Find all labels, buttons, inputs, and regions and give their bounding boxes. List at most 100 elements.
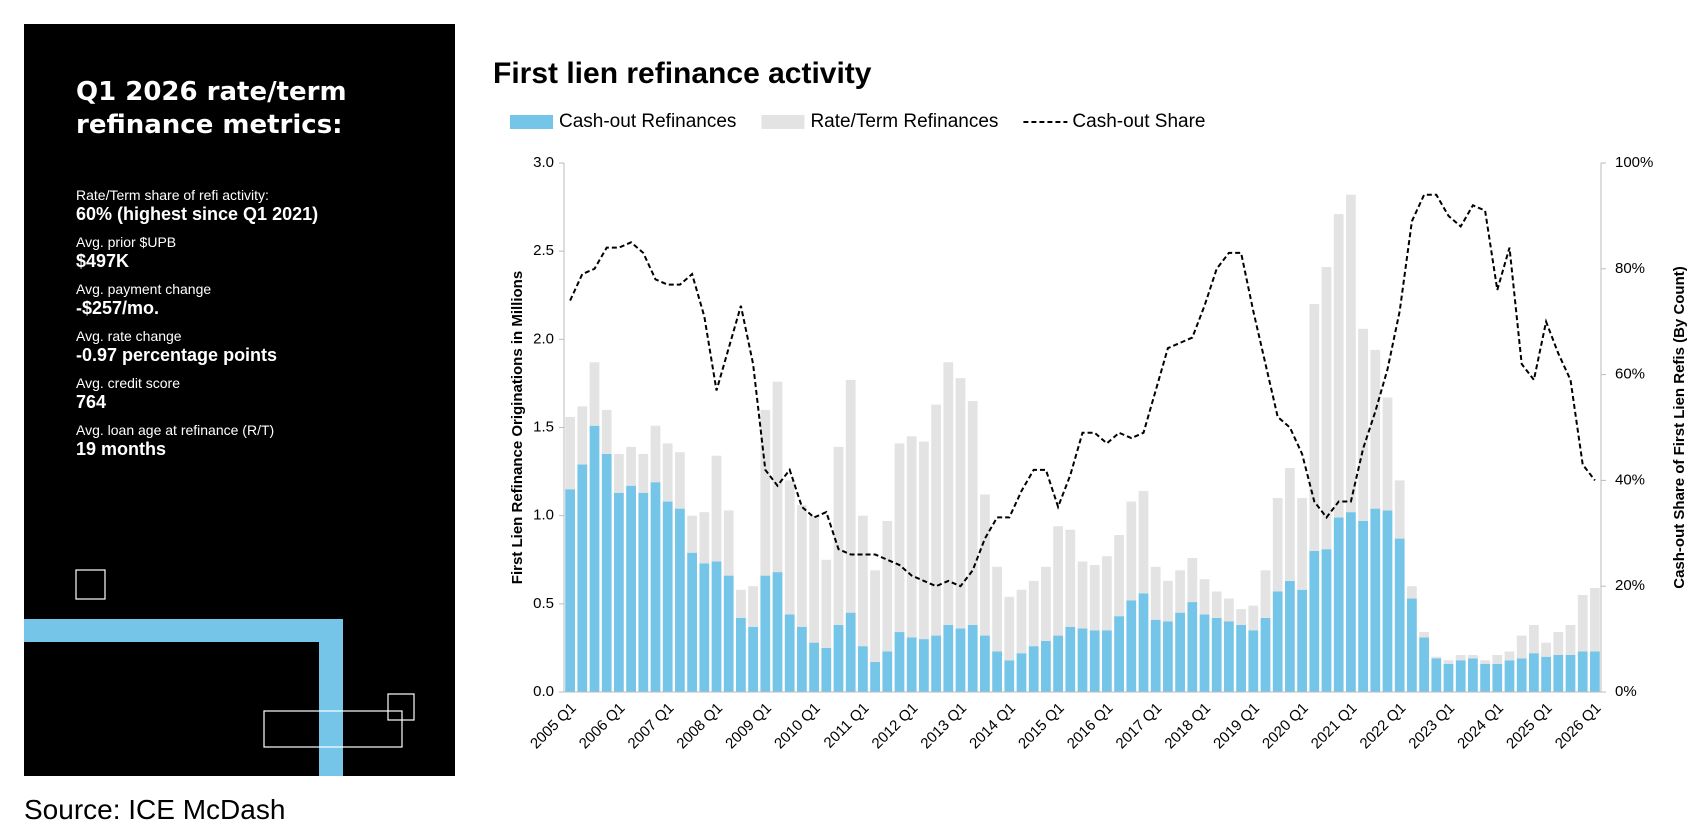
bar (1028, 580, 1039, 647)
bar (748, 586, 758, 627)
bar (687, 515, 697, 553)
bar (1199, 614, 1210, 692)
bar (1480, 660, 1490, 664)
bar (992, 651, 1002, 692)
y2-tick-label: 20% (1615, 577, 1645, 594)
y-axis-label: First Lien Refinance Originations in Mil… (509, 271, 526, 584)
bar (1077, 561, 1088, 629)
bar (1394, 538, 1405, 692)
bar (919, 441, 929, 640)
bar (955, 628, 966, 692)
y-tick-label: 0.0 (533, 683, 554, 700)
bar (1492, 654, 1503, 664)
bar (1163, 621, 1173, 692)
bar (1163, 580, 1173, 622)
metric-label: Avg. prior $UPB (76, 234, 177, 250)
bar (858, 515, 868, 647)
bar (1394, 480, 1405, 539)
bar (858, 646, 868, 692)
bar (1102, 556, 1112, 631)
x-tick-label: 2021 Q1 (1308, 700, 1361, 753)
bar (980, 494, 990, 636)
bar (955, 378, 966, 629)
y-tick-label: 0.5 (533, 595, 554, 612)
bar (614, 492, 624, 692)
bar (1370, 508, 1381, 692)
bar (723, 510, 734, 576)
bar (662, 501, 673, 692)
bar (1297, 498, 1307, 590)
y2-tick-label: 60% (1615, 366, 1645, 383)
chart-title: First lien refinance activity (493, 57, 872, 90)
legend-label: Cash-out Refinances (559, 111, 736, 132)
x-tick-label: 2007 Q1 (625, 700, 678, 753)
metric-label: Avg. loan age at refinance (R/T) (76, 422, 275, 438)
bar (1150, 566, 1161, 620)
bar (662, 443, 673, 502)
x-tick-label: 2019 Q1 (1210, 700, 1263, 753)
bar (650, 425, 661, 483)
y-tick-label: 1.5 (533, 418, 554, 435)
bar (1114, 535, 1124, 617)
bar (931, 635, 941, 692)
bar (760, 575, 771, 692)
x-tick-label: 2025 Q1 (1503, 700, 1556, 753)
bar (1309, 304, 1320, 551)
bar (1053, 526, 1063, 636)
x-tick-label: 2015 Q1 (1015, 700, 1068, 753)
bar (638, 453, 649, 493)
bar (845, 612, 856, 692)
bar (931, 404, 941, 636)
y2-tick-label: 80% (1615, 260, 1645, 277)
bar (1224, 598, 1234, 622)
bar (1175, 612, 1185, 692)
bar (1382, 397, 1393, 511)
metric-value: -0.97 percentage points (76, 345, 278, 365)
bar (1504, 660, 1515, 692)
bar (1382, 510, 1393, 692)
bar (1431, 658, 1442, 692)
bar (919, 639, 929, 692)
y-tick-label: 1.0 (533, 507, 554, 524)
legend-swatch (510, 115, 553, 129)
bar (1358, 328, 1368, 521)
bar (565, 416, 575, 490)
metric-label: Avg. credit score (76, 375, 181, 391)
y-tick-label: 2.5 (533, 242, 554, 259)
bar (1065, 529, 1076, 627)
metric: Avg. loan age at refinance (R/T) 19 month… (76, 422, 318, 460)
metric-label: Rate/Term share of refi activity: (76, 187, 269, 203)
bar (1089, 565, 1100, 631)
bar (821, 559, 832, 648)
bar (736, 617, 746, 692)
x-tick-label: 2008 Q1 (673, 700, 726, 753)
bar (1114, 616, 1124, 692)
bar (577, 406, 588, 465)
bar (797, 626, 807, 692)
y2-axis-label: Cash-out Share of First Lien Refis (By C… (1671, 266, 1688, 589)
bar (772, 381, 783, 573)
x-tick-label: 2006 Q1 (576, 700, 629, 753)
y2-tick-label: 0% (1615, 683, 1637, 700)
metrics: Rate/Term share of refi activity: 60% (hi… (76, 187, 318, 469)
bar (845, 379, 856, 613)
deco-band (24, 619, 343, 642)
bar (1211, 591, 1222, 618)
metric: Avg. payment change -$257/mo. (76, 281, 318, 319)
bar (943, 362, 954, 625)
bar (1187, 602, 1198, 692)
x-tick-label: 2009 Q1 (722, 700, 775, 753)
bar (687, 552, 697, 692)
bar (711, 561, 722, 692)
bar (772, 572, 783, 692)
metric: Avg. prior $UPB $497K (76, 234, 318, 272)
bar (1443, 660, 1454, 664)
metric: Avg. credit score 764 (76, 375, 318, 413)
bar (1272, 498, 1283, 592)
bar (1285, 468, 1295, 581)
x-tick-label: 2005 Q1 (527, 700, 580, 753)
bar (1541, 656, 1551, 692)
bar (821, 647, 832, 692)
bar (723, 575, 734, 692)
bar (1541, 642, 1551, 657)
